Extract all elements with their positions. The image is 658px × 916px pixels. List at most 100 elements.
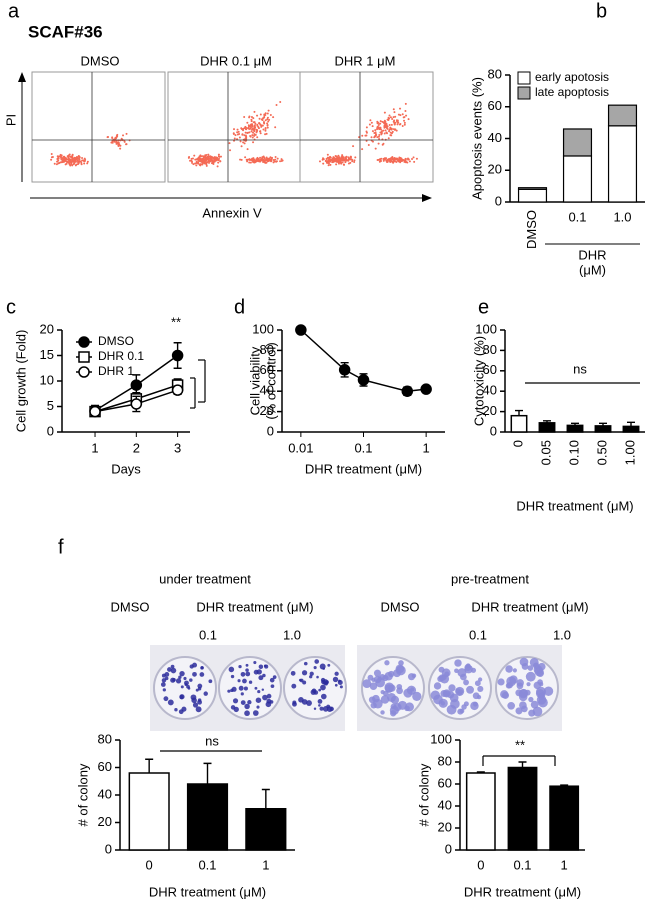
colony-dot — [269, 677, 275, 683]
bar-segment — [562, 128, 593, 157]
flow-dot — [254, 133, 257, 136]
flow-dot — [386, 127, 389, 130]
flow-dot — [266, 122, 269, 125]
x-tick-label: 3 — [174, 440, 181, 455]
colony-dot — [302, 680, 307, 685]
flow-dot — [401, 113, 404, 116]
colony-dot — [245, 668, 249, 672]
flow-dot — [207, 158, 210, 161]
flow-dot — [194, 158, 197, 161]
x-tick-label: 0 — [477, 857, 484, 872]
flow-dot — [368, 123, 371, 126]
colony-dot — [465, 663, 471, 669]
colony-dot — [183, 676, 187, 681]
bar — [622, 425, 640, 433]
colony-dot — [261, 688, 265, 691]
colony-dot — [525, 671, 536, 682]
flow-dot — [198, 159, 201, 162]
colony-dot — [338, 679, 341, 683]
flow-dot — [266, 158, 269, 161]
flow-dot — [253, 110, 256, 113]
colony-dot — [163, 696, 169, 702]
colony-dot — [195, 688, 199, 692]
marker — [130, 379, 143, 391]
colony-dot — [334, 683, 338, 687]
colony-dot — [238, 664, 242, 669]
flow-dot — [266, 160, 269, 163]
x-axis-label: DHR treatment (μM) — [305, 461, 422, 476]
flow-dot — [382, 142, 385, 145]
flow-dot — [50, 152, 53, 155]
colony-dot — [373, 669, 381, 677]
flow-dot — [404, 110, 407, 113]
x-tick-label: 0 — [510, 440, 525, 447]
flow-dot — [65, 158, 68, 161]
flow-dot — [340, 162, 343, 165]
flow-dot — [321, 158, 324, 161]
flow-dot — [335, 158, 338, 161]
colony-dot — [478, 677, 483, 682]
flow-dot — [341, 154, 344, 157]
flow-dot — [391, 130, 394, 133]
flow-dot — [65, 160, 68, 163]
flow-dot — [331, 161, 334, 164]
arrow-head — [422, 194, 432, 202]
flow-dot — [392, 116, 395, 119]
colony-dot — [254, 686, 258, 690]
colony-dot — [184, 683, 188, 687]
colony-dot — [319, 663, 326, 670]
flow-dot — [353, 159, 356, 162]
flow-dot — [264, 133, 267, 136]
flow-dot — [376, 136, 379, 139]
flow-dot — [256, 123, 259, 126]
flow-dot — [259, 113, 262, 116]
colony-dot — [178, 709, 184, 715]
flow-dot — [211, 161, 214, 164]
flow-dot — [244, 139, 247, 142]
flow-dot — [405, 114, 408, 117]
flow-dot — [275, 160, 278, 163]
colony-dot — [192, 671, 197, 677]
y-tick-label: 20 — [438, 819, 452, 834]
flow-dot — [202, 159, 205, 162]
flow-dot — [207, 153, 210, 156]
flow-dot — [341, 161, 344, 164]
flow-dot — [86, 160, 89, 163]
flow-dot — [232, 132, 235, 135]
flow-dot — [199, 155, 202, 158]
colony-dot — [245, 663, 249, 667]
colony-dot — [438, 666, 445, 673]
marker — [295, 324, 307, 336]
flow-dot — [354, 156, 357, 159]
colony-dot — [256, 705, 260, 709]
colony-dot — [530, 700, 539, 709]
flow-dot — [80, 161, 83, 164]
flow-dot — [251, 131, 254, 134]
colony-dot — [444, 671, 450, 677]
colony-dot — [298, 696, 304, 703]
flow-dot — [369, 119, 372, 122]
flow-dot — [379, 131, 382, 134]
flow-dot — [117, 144, 120, 147]
colony-dose: 0.1 — [469, 627, 487, 642]
colony-dot — [208, 679, 213, 684]
bar — [507, 766, 538, 851]
flow-dot — [384, 129, 387, 132]
flow-dot — [393, 119, 396, 122]
flow-dot — [262, 155, 265, 158]
flow-dot — [266, 124, 269, 127]
flow-dot — [276, 157, 279, 160]
colony-dot — [256, 669, 262, 675]
flow-dot — [250, 130, 253, 133]
flow-dot — [340, 155, 343, 158]
panel-label: b — [596, 0, 607, 22]
flow-dot — [371, 125, 374, 128]
panel-label: e — [478, 296, 489, 318]
legend-label: DHR 1 — [98, 364, 134, 378]
y-axis-label: Cytotoxicity (%) — [471, 336, 486, 426]
flow-dot — [385, 124, 388, 127]
flow-dot — [256, 114, 259, 117]
flow-dot — [395, 161, 398, 164]
colony-dot — [316, 675, 319, 679]
y-tick-label: 80 — [98, 731, 112, 746]
